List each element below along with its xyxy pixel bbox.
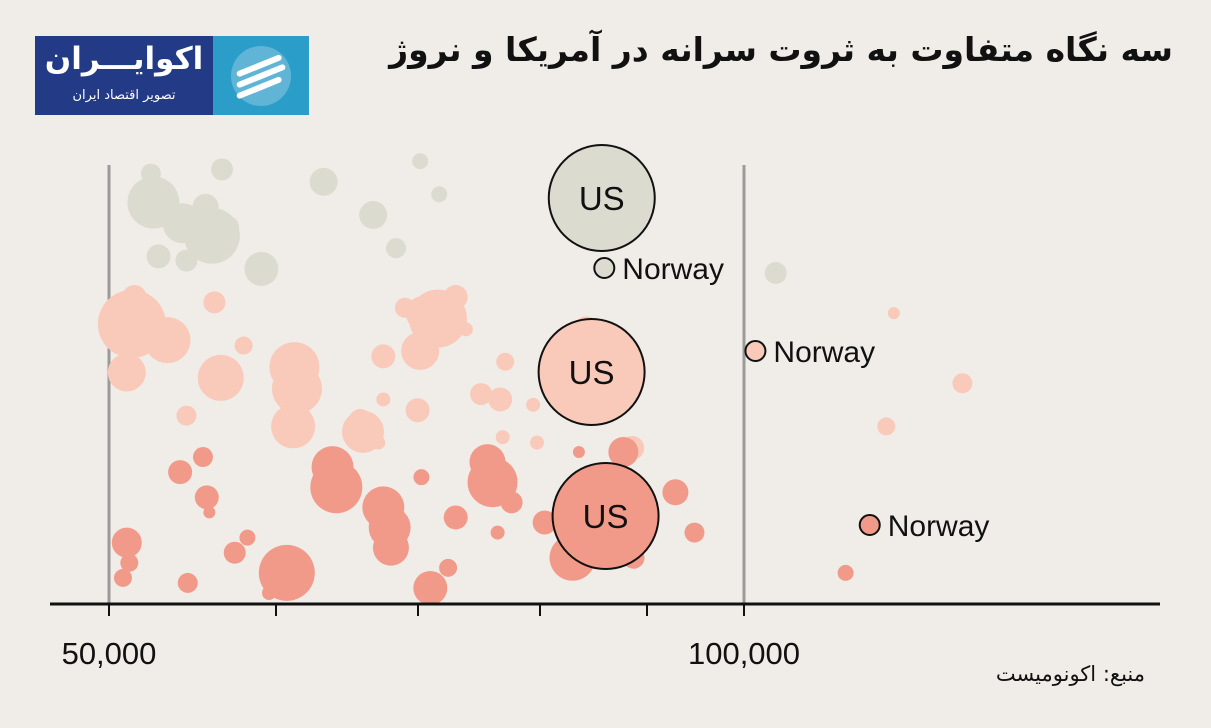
data-point: [532, 510, 557, 535]
data-point: [443, 505, 468, 530]
data-point: [211, 158, 234, 181]
data-point: [394, 297, 415, 318]
data-point: [443, 285, 468, 309]
data-point: [113, 568, 132, 587]
logo-emblem-panel: [213, 36, 309, 115]
data-point: [140, 163, 161, 184]
data-point: [97, 289, 166, 358]
label-norway: Norway: [773, 336, 875, 369]
data-point: [412, 153, 429, 170]
data-point: [120, 553, 139, 572]
data-point: [176, 405, 197, 426]
data-point: [262, 586, 277, 600]
data-point: [239, 529, 256, 546]
data-point: [496, 352, 515, 371]
data-point-us: [547, 144, 656, 252]
logo-name: اکوایـــران: [44, 41, 204, 77]
data-point: [662, 479, 689, 506]
data-point: [572, 446, 585, 458]
data-point: [371, 344, 396, 369]
data-point: [431, 186, 448, 203]
data-point: [168, 460, 193, 485]
data-point: [490, 525, 505, 540]
chart-title: سه نگاه متفاوت به ثروت سرانه در آمریکا و…: [389, 30, 1173, 69]
data-point: [234, 336, 253, 355]
label-norway: Norway: [622, 253, 724, 286]
data-point-norway: [744, 340, 767, 362]
data-point: [469, 444, 506, 481]
data-point: [376, 392, 391, 407]
data-point: [348, 409, 373, 434]
data-point: [371, 435, 386, 450]
data-point: [608, 437, 639, 467]
label-us: US: [569, 354, 615, 391]
data-point: [887, 307, 900, 320]
data-point: [309, 167, 338, 196]
logo-tagline: تصویر اقتصاد ایران: [72, 88, 176, 103]
data-point: [258, 544, 315, 601]
data-point: [203, 506, 216, 519]
data-point: [167, 326, 184, 343]
logo-emblem-icon: [231, 46, 291, 106]
data-point: [495, 430, 510, 445]
data-point-us: [551, 462, 660, 570]
data-point: [405, 398, 430, 423]
data-point: [192, 447, 213, 468]
data-point: [192, 193, 219, 220]
data-point-us: [537, 318, 646, 426]
data-point: [271, 404, 316, 449]
data-point: [764, 262, 787, 284]
data-point: [684, 522, 705, 543]
data-point: [413, 570, 448, 605]
data-point: [488, 387, 513, 412]
data-point: [877, 417, 896, 436]
data-point: [127, 176, 180, 229]
logo-wordmark-panel: اکوایـــران تصویر اقتصاد ایران: [35, 36, 213, 115]
data-point: [359, 201, 388, 229]
label-us: US: [583, 498, 629, 535]
data-point: [368, 506, 411, 549]
data-point: [111, 527, 142, 558]
logo: اکوایـــران تصویر اقتصاد ایران: [35, 36, 309, 115]
data-point: [837, 564, 854, 581]
x-tick-label: 50,000: [62, 636, 157, 671]
data-point: [526, 397, 541, 412]
data-point: [215, 215, 240, 240]
data-point: [244, 251, 279, 286]
label-us: US: [579, 180, 625, 217]
label-norway: Norway: [888, 510, 990, 543]
data-point: [132, 330, 153, 351]
data-point: [439, 558, 458, 577]
data-point: [175, 249, 198, 272]
data-point: [529, 435, 544, 450]
data-point: [197, 354, 244, 401]
data-point: [500, 491, 523, 514]
data-point: [401, 331, 440, 370]
data-point: [310, 461, 363, 514]
data-point: [107, 353, 146, 392]
data-point: [413, 469, 430, 486]
x-tick-label: 100,000: [688, 636, 800, 671]
data-point: [223, 541, 246, 564]
data-point-norway: [593, 257, 616, 279]
data-point: [952, 373, 973, 394]
data-point: [269, 342, 320, 393]
data-point: [194, 485, 219, 510]
source-note: منبع: اکونومیست: [995, 662, 1145, 686]
data-point: [386, 238, 407, 259]
data-point: [458, 322, 473, 337]
data-point: [203, 291, 226, 314]
data-point: [177, 572, 198, 593]
data-point-norway: [858, 514, 881, 536]
data-point: [146, 244, 171, 269]
data-point: [470, 383, 493, 406]
